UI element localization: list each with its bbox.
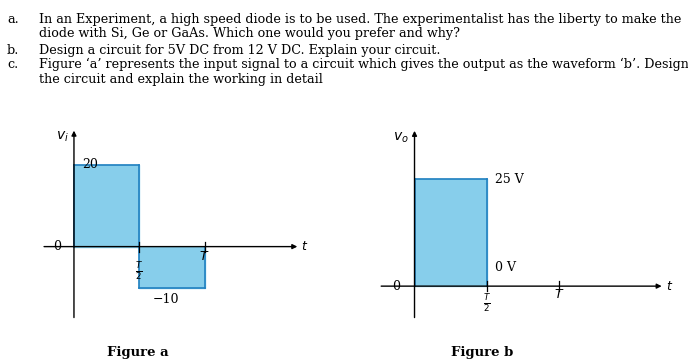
Text: Figure b: Figure b: [451, 346, 513, 359]
Text: $T$: $T$: [554, 288, 564, 301]
Text: diode with Si, Ge or GaAs. Which one would you prefer and why?: diode with Si, Ge or GaAs. Which one wou…: [39, 27, 460, 40]
Text: $\frac{T}{2}$: $\frac{T}{2}$: [483, 292, 491, 314]
Text: Design a circuit for 5V DC from 12 V DC. Explain your circuit.: Design a circuit for 5V DC from 12 V DC.…: [39, 44, 441, 57]
Text: $v_i$: $v_i$: [56, 130, 69, 144]
Text: the circuit and explain the working in detail: the circuit and explain the working in d…: [39, 73, 323, 86]
Text: −10: −10: [152, 293, 179, 306]
Text: In an Experiment, a high speed diode is to be used. The experimentalist has the : In an Experiment, a high speed diode is …: [39, 13, 682, 26]
Text: c.: c.: [7, 58, 18, 71]
Text: 0: 0: [392, 280, 400, 293]
Text: 25 V: 25 V: [495, 173, 524, 186]
Text: 0: 0: [53, 240, 61, 253]
Text: b.: b.: [7, 44, 19, 57]
Text: Figure ‘a’ represents the input signal to a circuit which gives the output as th: Figure ‘a’ represents the input signal t…: [39, 58, 688, 71]
Text: 0 V: 0 V: [495, 261, 517, 274]
Text: $t$: $t$: [301, 240, 309, 253]
Text: $t$: $t$: [666, 280, 673, 293]
Text: a.: a.: [7, 13, 19, 26]
Text: Figure a: Figure a: [107, 346, 169, 359]
Text: $v_o$: $v_o$: [393, 130, 409, 145]
Text: $\frac{T}{2}$: $\frac{T}{2}$: [136, 260, 143, 282]
Text: 20: 20: [82, 158, 98, 171]
Text: $T$: $T$: [200, 250, 210, 263]
